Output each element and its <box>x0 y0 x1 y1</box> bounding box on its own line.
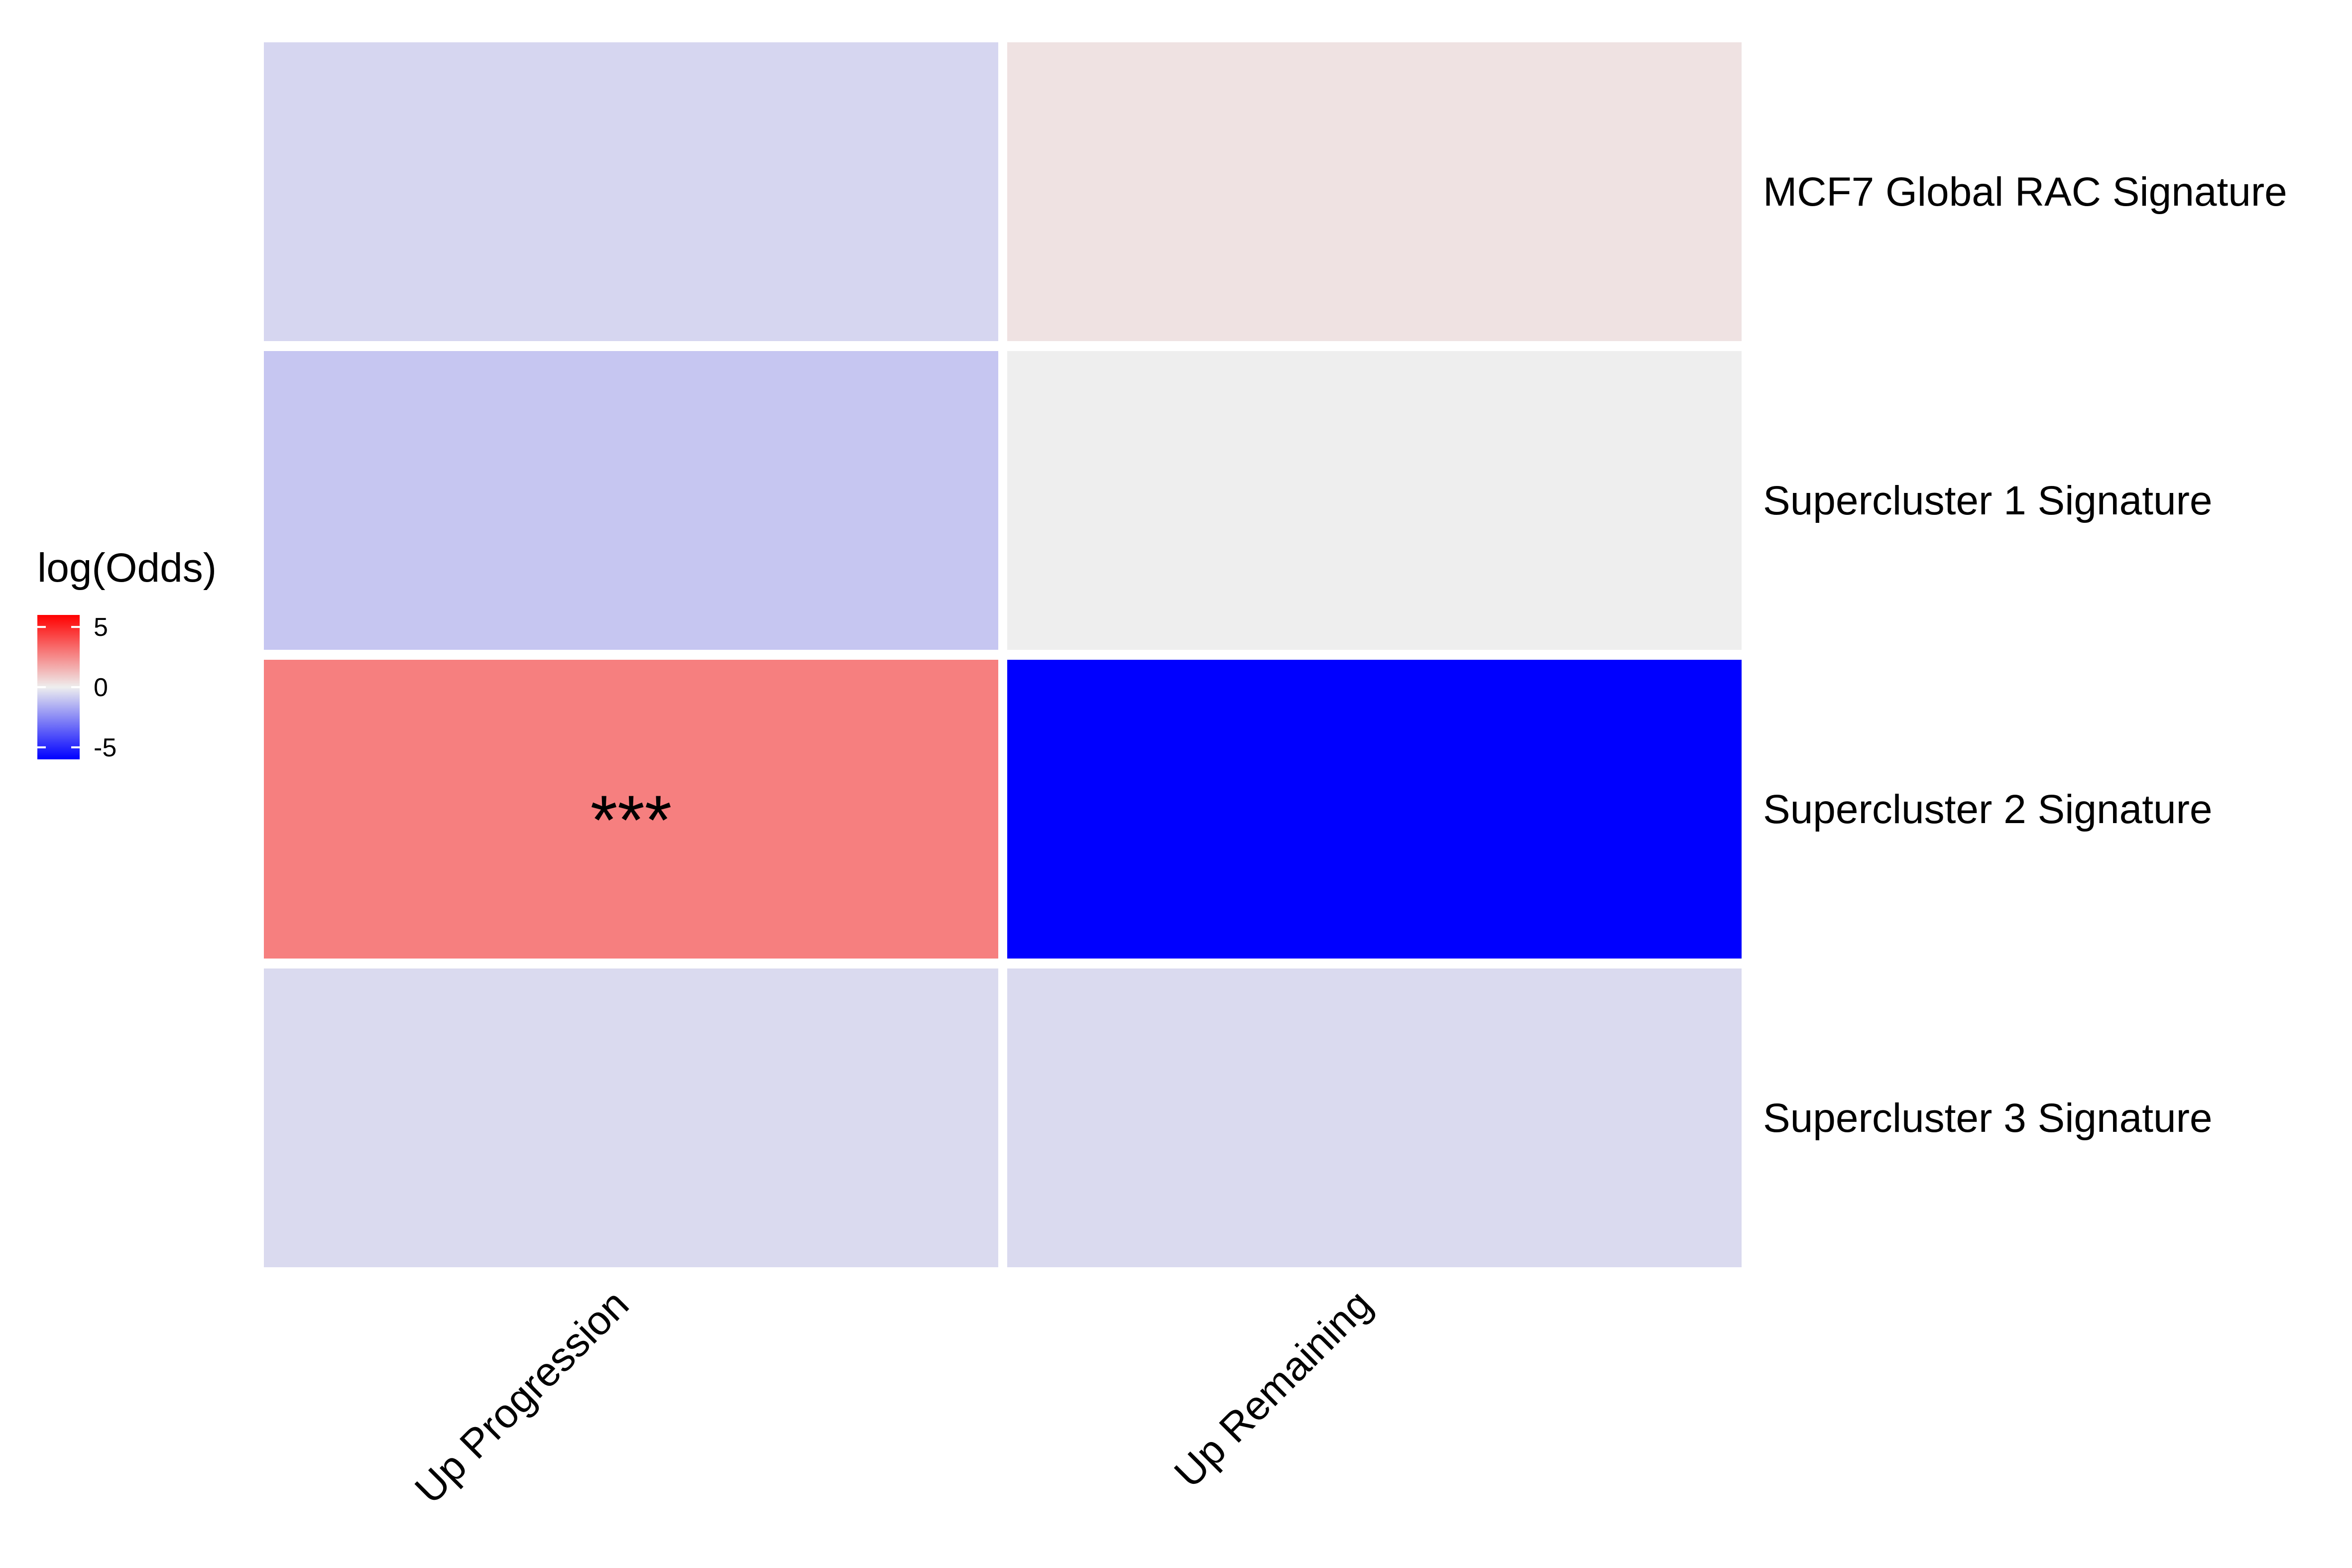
row-label: MCF7 Global RAC Signature <box>1763 169 2287 215</box>
row-label: Supercluster 2 Signature <box>1763 787 2213 832</box>
significance-label: *** <box>590 781 672 859</box>
legend-tick-label: 5 <box>94 613 108 642</box>
legend-tick-label: -5 <box>94 733 117 762</box>
heatmap-cell-supercluster-2-signature-up-remaining <box>1007 660 1742 959</box>
heatmap-cell-mcf7-global-rac-signature-up-progression <box>264 42 998 341</box>
heatmap-cell-supercluster-3-signature-up-remaining <box>1007 968 1742 1267</box>
legend-title: log(Odds) <box>37 545 217 591</box>
heatmap-cell-mcf7-global-rac-signature-up-remaining <box>1007 42 1742 341</box>
heatmap-cell-supercluster-1-signature-up-remaining <box>1007 351 1742 650</box>
row-labels: MCF7 Global RAC Signature Supercluster 1 … <box>1763 169 2287 1141</box>
heatmap-cell-supercluster-3-signature-up-progression <box>264 968 998 1267</box>
row-label: Supercluster 3 Signature <box>1763 1095 2213 1141</box>
heatmap-cell-labels: *** <box>590 781 672 859</box>
row-label: Supercluster 1 Signature <box>1763 478 2213 523</box>
heatmap-cell-supercluster-2-signature-up-progression <box>264 660 998 959</box>
heatmap-cells <box>264 42 1742 1267</box>
heatmap-cell-supercluster-1-signature-up-progression <box>264 351 998 650</box>
color-legend: log(Odds) 5 0 -5 <box>37 545 217 762</box>
legend-tick-label: 0 <box>94 673 108 702</box>
